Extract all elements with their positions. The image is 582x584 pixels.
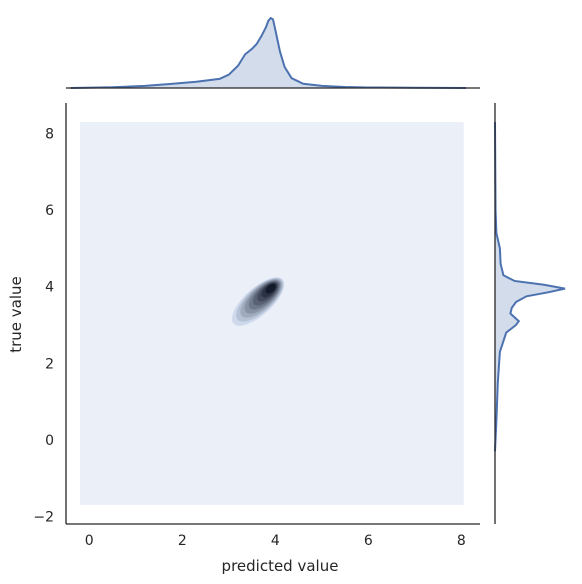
y-tick-label: 2 bbox=[45, 356, 54, 372]
y-ticks: −2 0 2 4 6 8 bbox=[33, 127, 54, 526]
x-ticks: 0 2 4 6 8 bbox=[85, 533, 466, 549]
marginal-y-density-fill bbox=[495, 122, 565, 452]
y-axis-label: true value bbox=[7, 276, 25, 353]
marginal-y-density-line bbox=[494, 122, 566, 452]
x-axis-label: predicted value bbox=[222, 557, 339, 575]
y-tick-label: 4 bbox=[45, 280, 54, 296]
y-tick-label: 8 bbox=[45, 127, 54, 143]
marginal-x-density-line bbox=[70, 16, 467, 89]
joint-panel: 0 2 4 6 8 −2 0 2 4 6 8 predicted value true value bbox=[7, 103, 480, 575]
x-tick-label: 2 bbox=[178, 533, 187, 549]
marginal-x-density-fill bbox=[70, 18, 467, 88]
x-tick-label: 6 bbox=[364, 533, 373, 549]
x-tick-label: 0 bbox=[85, 533, 94, 549]
kde-contours bbox=[231, 277, 285, 326]
kde-contour-level bbox=[265, 283, 276, 294]
y-tick-label: −2 bbox=[33, 509, 54, 525]
marginal-x-panel bbox=[66, 16, 480, 89]
x-tick-label: 8 bbox=[457, 533, 466, 549]
y-tick-label: 6 bbox=[45, 203, 54, 219]
x-tick-label: 4 bbox=[271, 533, 280, 549]
marginal-y-panel bbox=[494, 103, 566, 524]
kde-background bbox=[79, 122, 464, 505]
y-tick-label: 0 bbox=[45, 433, 54, 449]
